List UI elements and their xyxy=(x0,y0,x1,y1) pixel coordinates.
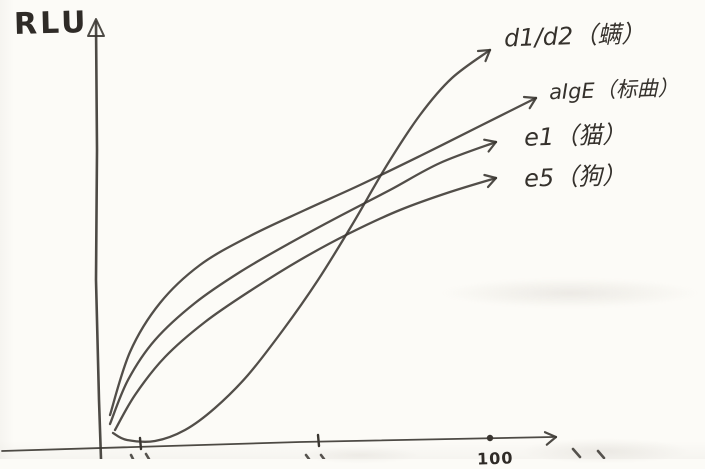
curve-arrowhead-icon xyxy=(522,95,538,100)
y-axis-line xyxy=(94,20,103,459)
x-axis-arrowhead-icon xyxy=(543,431,558,439)
cropped-text-mark xyxy=(304,453,311,459)
x-axis-dot-marker xyxy=(486,434,494,442)
x-axis-tick xyxy=(316,433,321,448)
cropped-text-mark xyxy=(129,453,135,459)
y-axis-label: RLU xyxy=(13,5,89,42)
curve-label-e1-cat: e1（猫） xyxy=(523,120,627,152)
curve-arrowhead-icon xyxy=(487,140,498,153)
curve-arrowhead-icon xyxy=(484,48,492,63)
x-axis-tick xyxy=(138,436,143,451)
curve-e5 xyxy=(113,176,498,432)
curve-label-aige-standard: aIgE（标曲） xyxy=(548,75,680,105)
curve-arrowhead-icon xyxy=(486,176,498,189)
curve-d1d2 xyxy=(111,48,492,443)
curve-arrowhead-icon xyxy=(483,138,498,144)
cropped-text-mark xyxy=(319,453,326,459)
cropped-text-mark xyxy=(571,447,582,459)
curve-arrowhead-icon xyxy=(483,173,498,180)
curve-arrowhead-icon xyxy=(476,48,492,53)
x-axis-arrowhead-icon xyxy=(545,435,558,446)
curve-arrowhead-icon xyxy=(528,96,538,110)
curve-aige xyxy=(108,96,538,417)
y-axis-arrowhead-icon xyxy=(87,18,105,37)
x-axis-line xyxy=(1,436,554,452)
cropped-text-mark xyxy=(144,452,151,459)
cropped-text-mark xyxy=(596,449,606,459)
curve-e1 xyxy=(108,140,498,426)
curve-label-d1d2-mite: d1/d2（螨） xyxy=(503,19,646,53)
curve-label-e5-dog: e5（狗） xyxy=(523,161,627,193)
chart-canvas xyxy=(1,18,606,459)
